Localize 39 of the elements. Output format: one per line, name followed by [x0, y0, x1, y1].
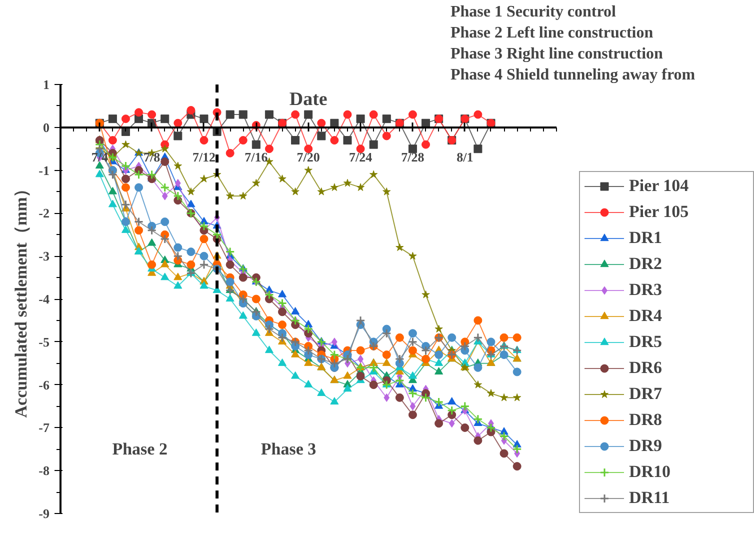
- legend-label: DR10: [629, 462, 672, 482]
- y-tick-label: 1: [43, 77, 50, 92]
- y-tick-label: -3: [38, 248, 50, 264]
- legend-label: DR8: [629, 410, 664, 430]
- legend-label: Pier 104: [629, 176, 690, 196]
- x-tick-label: 7/28: [401, 149, 425, 164]
- x-tick-label: 7/24: [348, 149, 373, 164]
- legend-label: DR3: [629, 280, 664, 300]
- y-tick-label: -7: [38, 420, 50, 436]
- y-tick-label: -2: [38, 206, 50, 221]
- y-tick-label: -9: [38, 506, 50, 521]
- x-tick-label: 8/1: [456, 149, 474, 164]
- y-tick-label: -1: [38, 162, 50, 178]
- text: Phase 3 Right line construction: [450, 46, 664, 62]
- y-tick-label: -5: [38, 334, 50, 350]
- legend-label: DR2: [629, 254, 664, 274]
- text: Phase 2 Left line construction: [450, 24, 654, 42]
- y-tick-label: -8: [38, 463, 50, 478]
- annotation: Phase 2: [112, 440, 168, 459]
- annotation: Phase 3: [260, 440, 316, 459]
- legend-label: DR5: [629, 332, 664, 352]
- y-tick-label: 0: [43, 120, 50, 135]
- legend-label: DR7: [629, 384, 664, 404]
- x-tick-label: 7/12: [192, 149, 216, 164]
- text: Phase 4 Shield tunneling away from: [450, 66, 696, 84]
- x-tick-label: 7/16: [244, 149, 268, 164]
- text: Phase 1 Security control: [450, 4, 617, 20]
- y-axis-title: Accumulated settlement（mm）: [12, 180, 31, 418]
- legend-label: DR6: [629, 358, 664, 378]
- y-tick-label: -6: [38, 377, 50, 392]
- legend-label: DR11: [629, 488, 671, 508]
- legend-label: DR1: [629, 228, 664, 248]
- y-tick-label: -4: [38, 292, 50, 306]
- legend-label: DR9: [629, 436, 664, 456]
- legend-label: DR4: [629, 306, 664, 326]
- x-tick-label: 7/8: [144, 149, 161, 164]
- x-tick-label: 7/20: [296, 149, 320, 164]
- x-axis-title: Date: [289, 89, 328, 110]
- legend-label: Pier 105: [629, 202, 690, 222]
